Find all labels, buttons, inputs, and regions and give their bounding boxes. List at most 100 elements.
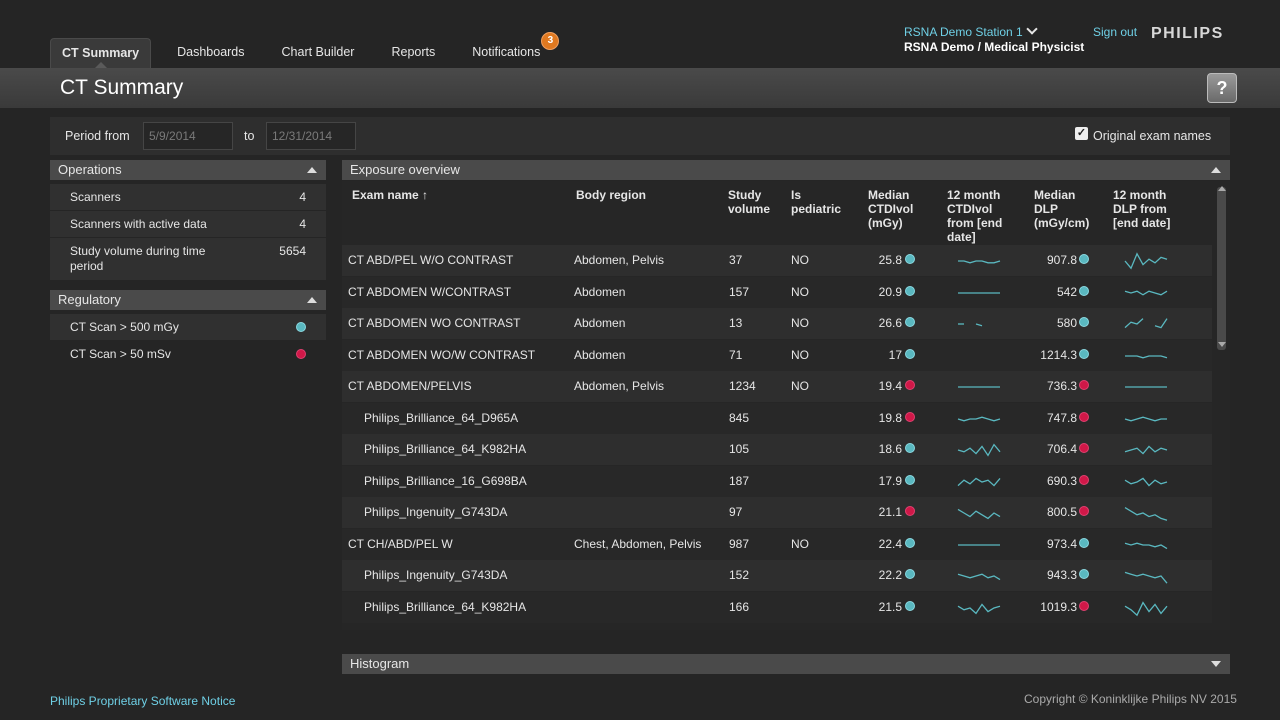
column-header-dlp[interactable]: Median DLP (mGy/cm) — [1034, 188, 1090, 230]
station-name: RSNA Demo Station 1 — [904, 25, 1023, 39]
table-row[interactable]: Philips_Brilliance_64_K982HA 166 21.5 1019.… — [342, 591, 1212, 623]
scroll-up-icon[interactable] — [1218, 186, 1226, 191]
collapse-icon — [1211, 167, 1221, 173]
exam-name: CT ABDOMEN/PELVIS — [348, 379, 472, 393]
table-row[interactable]: Philips_Brilliance_64_D965A 845 19.8 747.8 — [342, 402, 1212, 434]
stat-label: Scanners — [70, 190, 121, 204]
table-row[interactable]: CT ABDOMEN W/CONTRAST Abdomen 157 NO 20.9 542 — [342, 276, 1212, 308]
median-ctdi: 17.9 — [878, 473, 902, 488]
main-nav: CT Summary Dashboards Chart Builder Repo… — [50, 32, 566, 68]
station-selector[interactable]: RSNA Demo Station 1 — [904, 23, 1038, 39]
period-to-input[interactable] — [266, 122, 356, 150]
is-pediatric: NO — [791, 284, 809, 299]
median-ctdi: 18.6 — [878, 442, 902, 456]
table-row[interactable]: CT CH/ABD/PEL W Chest, Abdomen, Pelvis 987… — [342, 528, 1212, 560]
tab-ct-summary[interactable]: CT Summary — [50, 38, 152, 68]
tab-chart-builder[interactable]: Chart Builder — [271, 38, 366, 68]
column-header-study-volume[interactable]: Study volume — [728, 188, 771, 216]
filter-bar: Period from to ✓ Original exam names — [50, 117, 1230, 155]
study-volume: 157 — [729, 284, 750, 299]
median-dlp: 943.3 — [1046, 568, 1077, 582]
body-region: Abdomen — [574, 316, 626, 330]
sign-out-link[interactable]: Sign out — [1093, 25, 1138, 39]
title-bar: CT Summary ? — [0, 68, 1280, 108]
stat-label: Study volume during time period — [70, 244, 206, 273]
study-volume: 187 — [729, 473, 750, 488]
status-dot-icon — [905, 348, 915, 362]
status-dot-icon — [1079, 348, 1089, 362]
median-dlp: 973.4 — [1046, 536, 1077, 551]
copyright: Copyright © Koninklijke Philips NV 2015 — [1024, 692, 1237, 706]
exam-name: CT ABDOMEN WO CONTRAST — [348, 316, 521, 330]
regulatory-panel-header[interactable]: Regulatory — [50, 290, 326, 310]
median-ctdi: 26.6 — [878, 316, 902, 330]
column-header-ctdi-trend[interactable]: 12 month CTDIvol from [end date] — [947, 188, 1003, 244]
column-header-body-region[interactable]: Body region — [576, 188, 647, 202]
column-header-ctdi[interactable]: Median CTDIvol (mGy) — [868, 188, 914, 230]
table-row[interactable]: CT ABDOMEN/PELVIS Abdomen, Pelvis 1234 NO 19… — [342, 371, 1212, 402]
table-row[interactable]: Philips_Ingenuity_G743DA 97 21.1 800.5 — [342, 497, 1212, 528]
table-scrollbar[interactable] — [1217, 187, 1226, 350]
status-dot-icon — [1079, 505, 1089, 519]
status-dot-icon — [905, 253, 915, 267]
operations-panel-header[interactable]: Operations — [50, 160, 326, 180]
status-dot-icon — [905, 316, 915, 330]
software-notice-link[interactable]: Philips Proprietary Software Notice — [50, 694, 236, 708]
ctdi-sparkline — [957, 472, 1001, 495]
status-dot-icon — [905, 442, 915, 456]
table-row[interactable]: CT ABD/PEL W/O CONTRAST Abdomen, Pelvis 37… — [342, 245, 1212, 276]
dlp-sparkline — [1124, 346, 1168, 369]
period-from-label: Period from — [65, 129, 130, 143]
status-dot-icon — [905, 474, 915, 488]
list-item[interactable]: CT Scan > 50 mSv — [50, 341, 326, 367]
dlp-sparkline — [1124, 314, 1168, 337]
status-dot-icon — [1079, 379, 1089, 393]
original-names-checkbox[interactable]: ✓ — [1075, 127, 1088, 140]
study-volume: 152 — [729, 568, 750, 582]
dlp-sparkline — [1124, 440, 1168, 463]
status-dot-icon — [1079, 537, 1089, 551]
ctdi-sparkline — [957, 251, 1001, 274]
period-from-input[interactable] — [143, 122, 233, 150]
tab-label: Chart Builder — [281, 45, 355, 59]
median-ctdi: 19.4 — [878, 379, 902, 393]
study-volume: 71 — [729, 347, 743, 362]
column-header-pediatric[interactable]: Is pediatric — [791, 188, 842, 216]
ctdi-sparkline — [957, 314, 1001, 337]
dlp-sparkline — [1124, 283, 1168, 306]
study-volume: 37 — [729, 253, 743, 267]
status-dot-icon — [905, 285, 915, 299]
histogram-panel-header[interactable]: Histogram — [342, 654, 1230, 674]
tab-label: Dashboards — [177, 45, 245, 59]
list-item[interactable]: CT Scan > 500 mGy — [50, 314, 326, 340]
table-row[interactable]: Philips_Brilliance_16_G698BA 187 17.9 690.3 — [342, 465, 1212, 497]
dlp-sparkline — [1124, 598, 1168, 621]
column-header-exam[interactable]: Exam name ↑ — [352, 188, 429, 202]
chevron-down-icon — [1026, 23, 1038, 35]
table-row[interactable]: Philips_Ingenuity_G743DA 152 22.2 943.3 — [342, 560, 1212, 591]
list-item: Scanners 4 — [50, 184, 326, 210]
stat-value: 5654 — [279, 244, 306, 258]
tab-notifications[interactable]: Notifications 3 — [461, 32, 560, 68]
table-row[interactable]: CT ABDOMEN WO/W CONTRAST Abdomen 71 NO 17 121… — [342, 339, 1212, 371]
study-volume: 166 — [729, 599, 750, 614]
status-dot-icon — [1079, 285, 1089, 299]
tab-label: Reports — [391, 45, 436, 59]
ctdi-sparkline — [957, 283, 1001, 306]
help-button[interactable]: ? — [1207, 73, 1237, 103]
exposure-panel-header[interactable]: Exposure overview — [342, 160, 1230, 180]
tab-dashboards[interactable]: Dashboards — [166, 38, 255, 68]
scroll-down-icon[interactable] — [1218, 342, 1226, 347]
list-item: Scanners with active data 4 — [50, 211, 326, 237]
original-names-label: Original exam names — [1093, 129, 1212, 143]
status-dot-icon — [1079, 253, 1089, 267]
exam-name: CT CH/ABD/PEL W — [348, 536, 453, 551]
table-row[interactable]: Philips_Brilliance_64_K982HA 105 18.6 706.4 — [342, 434, 1212, 465]
median-ctdi: 19.8 — [878, 410, 902, 425]
status-dot-icon — [905, 505, 915, 519]
study-volume: 13 — [729, 316, 743, 330]
histogram-title: Histogram — [350, 656, 410, 671]
column-header-dlp-trend[interactable]: 12 month DLP from [end date] — [1113, 188, 1171, 230]
tab-reports[interactable]: Reports — [380, 38, 446, 68]
table-row[interactable]: CT ABDOMEN WO CONTRAST Abdomen 13 NO 26.6 580 — [342, 308, 1212, 339]
